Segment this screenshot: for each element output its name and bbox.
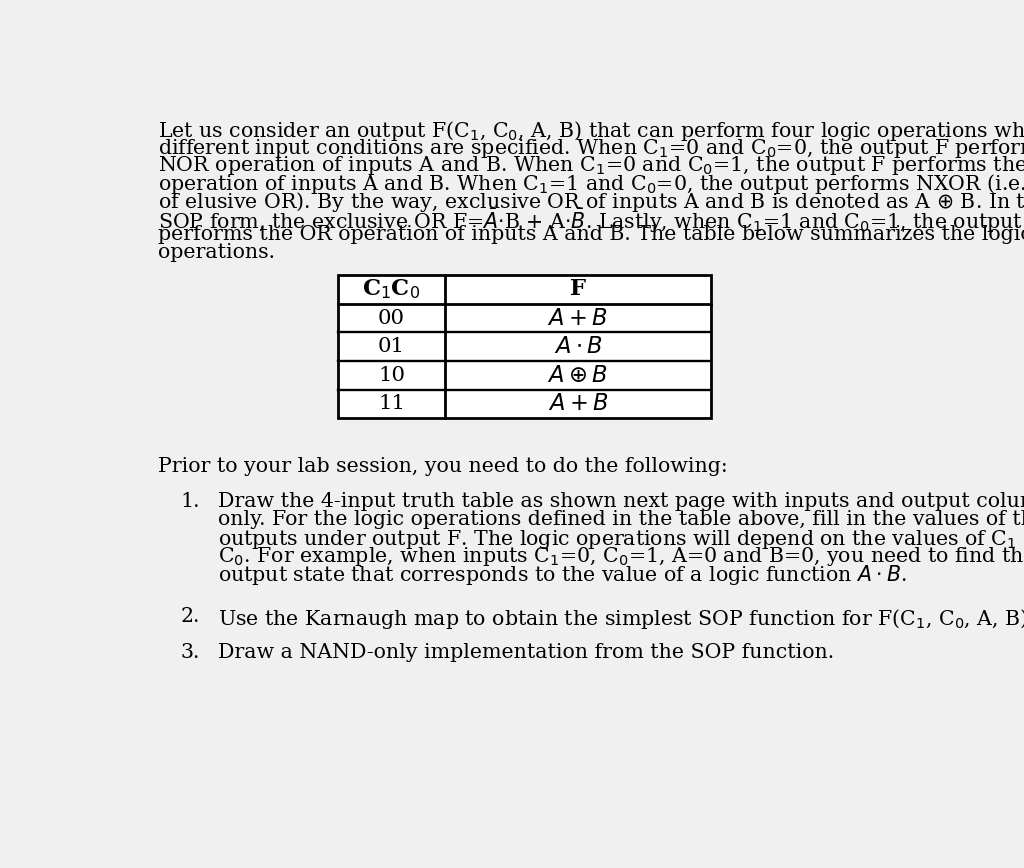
Text: performs the OR operation of inputs A and B. The table below summarizes the logi: performs the OR operation of inputs A an… — [158, 225, 1024, 244]
Text: 01: 01 — [378, 338, 404, 356]
Text: SOP form, the exclusive OR F=$\bar{A}$$\cdot$B + A$\cdot$$\bar{B}$. Lastly, when: SOP form, the exclusive OR F=$\bar{A}$$\… — [158, 207, 1023, 235]
Text: operation of inputs A and B. When C$_1$=1 and C$_0$=0, the output performs NXOR : operation of inputs A and B. When C$_1$=… — [158, 172, 1024, 196]
Text: outputs under output F. The logic operations will depend on the values of C$_1$ : outputs under output F. The logic operat… — [218, 528, 1024, 551]
Text: $A + B$: $A + B$ — [548, 393, 608, 415]
Text: C$_1$C$_0$: C$_1$C$_0$ — [362, 278, 421, 301]
Text: Use the Karnaugh map to obtain the simplest SOP function for F(C$_1$, C$_0$, A, : Use the Karnaugh map to obtain the simpl… — [218, 608, 1024, 631]
Text: NOR operation of inputs A and B. When C$_1$=0 and C$_0$=1, the output F performs: NOR operation of inputs A and B. When C$… — [158, 155, 1024, 177]
Text: Draw the 4-input truth table as shown next page with inputs and output column F: Draw the 4-input truth table as shown ne… — [218, 492, 1024, 511]
Text: C$_0$. For example, when inputs C$_1$=0, C$_0$=1, A=0 and B=0, you need to find : C$_0$. For example, when inputs C$_1$=0,… — [218, 545, 1024, 569]
Text: Draw a NAND-only implementation from the SOP function.: Draw a NAND-only implementation from the… — [218, 642, 834, 661]
Text: $\overline{A+B}$: $\overline{A+B}$ — [547, 305, 609, 332]
Text: 2.: 2. — [180, 608, 200, 627]
Text: output state that corresponds to the value of a logic function $A \cdot B$.: output state that corresponds to the val… — [218, 563, 906, 587]
Text: of elusive OR). By the way, exclusive OR of inputs A and B is denoted as A $\opl: of elusive OR). By the way, exclusive OR… — [158, 189, 1024, 214]
Text: 00: 00 — [378, 309, 404, 327]
Text: different input conditions are specified. When C$_1$=0 and C$_0$=0, the output F: different input conditions are specified… — [158, 136, 1024, 160]
Text: 10: 10 — [378, 365, 404, 385]
Text: $A \cdot B$: $A \cdot B$ — [554, 336, 602, 358]
Text: operations.: operations. — [158, 242, 275, 261]
Bar — [338, 275, 712, 418]
Text: 3.: 3. — [180, 642, 200, 661]
Text: F: F — [570, 279, 586, 300]
Text: Let us consider an output F(C$_1$, C$_0$, A, B) that can perform four logic oper: Let us consider an output F(C$_1$, C$_0$… — [158, 119, 1024, 143]
Text: Prior to your lab session, you need to do the following:: Prior to your lab session, you need to d… — [158, 457, 728, 477]
Text: $\overline{A \oplus B}$: $\overline{A \oplus B}$ — [547, 362, 609, 389]
Text: only. For the logic operations defined in the table above, fill in the values of: only. For the logic operations defined i… — [218, 510, 1024, 529]
Text: 1.: 1. — [180, 492, 200, 511]
Text: 11: 11 — [378, 394, 404, 413]
